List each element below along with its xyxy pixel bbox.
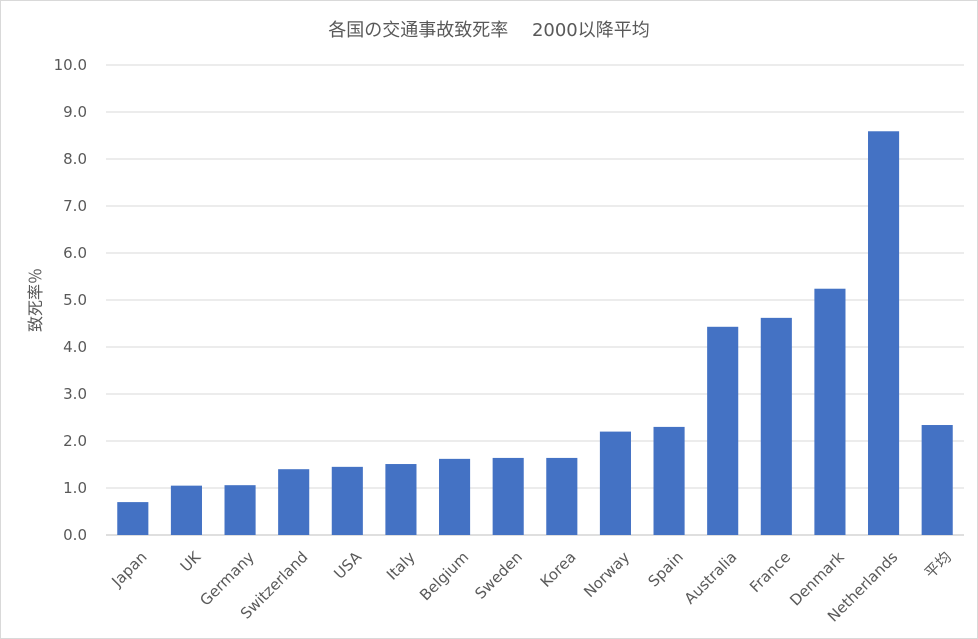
bar-norway <box>599 431 631 535</box>
bar-france <box>760 317 792 535</box>
y-tick-label: 3.0 <box>63 385 87 403</box>
x-tick-label: Spain <box>644 548 686 590</box>
bar-denmark <box>814 288 846 535</box>
y-tick-label: 5.0 <box>63 291 87 309</box>
bar-germany <box>224 485 256 535</box>
x-tick-label: Japan <box>108 548 151 591</box>
x-tick-label: Korea <box>537 548 580 591</box>
x-tick-label: Norway <box>580 548 633 601</box>
y-tick-label: 10.0 <box>54 56 87 74</box>
bar-sweden <box>492 457 524 535</box>
bar-switzerland <box>278 469 310 535</box>
x-tick-label: Belgium <box>416 548 472 604</box>
x-tick-label: 平均 <box>921 548 955 582</box>
y-tick-label: 9.0 <box>63 103 87 121</box>
bar-italy <box>385 464 417 535</box>
y-tick-label: 0.0 <box>63 526 87 544</box>
y-tick-label: 6.0 <box>63 244 87 262</box>
bars <box>117 131 953 535</box>
bar-australia <box>707 326 739 535</box>
x-tick-label: Sweden <box>471 548 526 603</box>
y-tick-label: 4.0 <box>63 338 87 356</box>
bar-netherlands <box>868 131 900 535</box>
chart-title: 各国の交通事故致死率 2000以降平均 <box>328 20 650 41</box>
bar-uk <box>170 485 202 535</box>
y-tick-label: 2.0 <box>63 432 87 450</box>
bar-japan <box>117 502 149 535</box>
bar-平均 <box>921 425 953 535</box>
bar-belgium <box>439 458 471 535</box>
x-tick-label: USA <box>330 548 365 583</box>
x-tick-label: Italy <box>383 548 419 584</box>
bar-korea <box>546 457 578 535</box>
y-tick-label: 1.0 <box>63 479 87 497</box>
x-tick-label: UK <box>177 547 205 575</box>
y-tick-label: 7.0 <box>63 197 87 215</box>
x-tick-label: Australia <box>681 548 741 608</box>
y-tick-labels: 0.0 1.0 2.0 3.0 4.0 5.0 6.0 7.0 8.0 9.0 10.0 <box>54 56 87 544</box>
bar-spain <box>653 426 685 535</box>
bar-usa <box>331 466 363 535</box>
y-tick-label: 8.0 <box>63 150 87 168</box>
x-tick-label: France <box>746 548 794 596</box>
